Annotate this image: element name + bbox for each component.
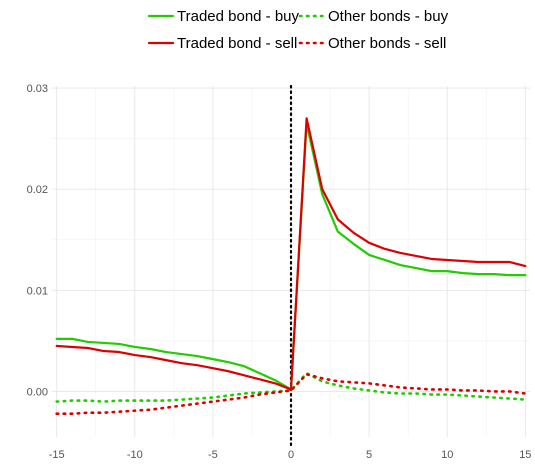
y-tick-label: 0.02 <box>27 184 48 196</box>
legend-item-traded-bond-buy: Traded bond - buy <box>147 8 300 25</box>
legend-label-traded-bond-buy: Traded bond - buy <box>177 8 300 25</box>
x-tick-label: -15 <box>49 449 65 461</box>
x-tick-label: 10 <box>441 449 453 461</box>
x-tick-label: -5 <box>208 449 218 461</box>
legend-label-traded-bond-sell: Traded bond - sell <box>177 35 297 52</box>
y-tick-label: 0.03 <box>27 83 48 95</box>
axis-ticks: -15 -10 -5 0 5 10 15 0.00 0.01 0.02 0.03 <box>27 83 532 461</box>
series-other-bonds-sell <box>55 372 527 416</box>
legend: Traded bond - buy Other bonds - buy Traded… <box>147 8 449 52</box>
series-line-other-bonds-buy <box>55 371 527 403</box>
x-tick-label: 5 <box>366 449 372 461</box>
series-line-traded-bond-sell <box>55 117 527 391</box>
x-tick-label: 0 <box>288 449 294 461</box>
y-tick-label: 0.00 <box>27 386 48 398</box>
series-line-other-bonds-sell <box>55 372 527 416</box>
legend-label-other-bonds-sell: Other bonds - sell <box>328 35 446 52</box>
series-traded-bond-sell <box>55 117 527 391</box>
x-tick-label: 15 <box>519 449 531 461</box>
legend-item-other-bonds-sell: Other bonds - sell <box>298 35 446 52</box>
y-tick-label: 0.01 <box>27 285 48 297</box>
x-tick-label: -10 <box>127 449 143 461</box>
legend-item-other-bonds-buy: Other bonds - buy <box>298 8 449 25</box>
legend-item-traded-bond-sell: Traded bond - sell <box>147 35 297 52</box>
legend-label-other-bonds-buy: Other bonds - buy <box>328 8 449 25</box>
series-other-bonds-buy <box>55 371 527 403</box>
series-layer <box>55 117 527 416</box>
